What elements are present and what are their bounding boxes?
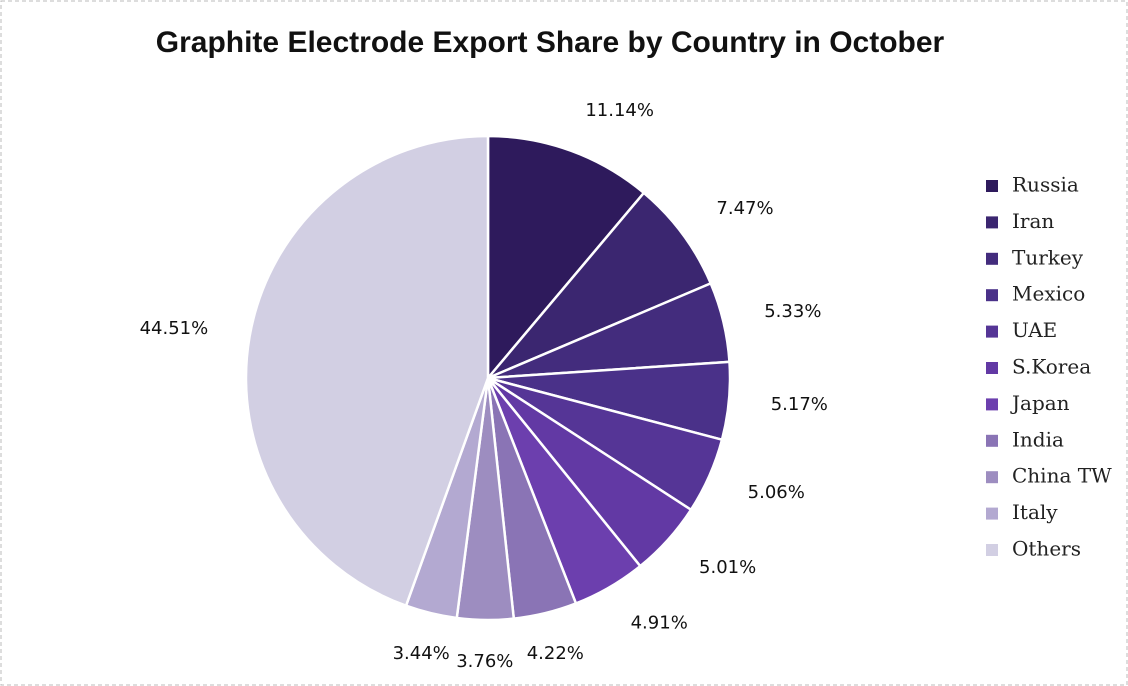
legend-swatch [986,325,998,338]
legend-label: UAE [1012,318,1057,342]
legend-swatch [986,544,998,556]
legend-label: Japan [1010,391,1070,415]
data-label: 3.76% [456,651,513,672]
data-label: 4.22% [527,643,584,664]
chart-title: Graphite Electrode Export Share by Count… [156,26,945,59]
legend-swatch [986,252,998,265]
legend-label: S.Korea [1012,355,1091,379]
data-label: 5.33% [764,301,821,322]
legend-swatch [986,434,998,447]
legend-label: Italy [1012,500,1058,524]
legend-swatch [986,289,998,302]
legend-label: China TW [1012,464,1112,488]
pie-slice [486,134,646,382]
data-label: 44.51% [140,318,209,339]
legend-swatch [986,180,998,192]
legend-label: Mexico [1012,282,1085,306]
legend-label: Russia [1012,173,1079,197]
pie-slice [244,134,490,608]
legend-swatch [986,362,998,374]
data-label: 3.44% [393,643,450,664]
data-label: 11.14% [585,100,654,121]
legend-swatch [986,471,998,484]
data-label: 7.47% [716,198,773,219]
legend-label: Turkey [1012,245,1084,269]
legend-swatch [986,507,998,520]
legend-label: India [1012,427,1064,451]
data-label: 5.01% [699,557,756,578]
legend-label: Iran [1012,209,1054,233]
data-label: 4.91% [631,613,688,634]
pie-slice [487,191,713,380]
legend-label: Others [1012,537,1081,561]
data-label: 5.17% [771,394,828,415]
legend-swatch [986,216,998,229]
legend-swatch [986,398,998,411]
data-label: 5.06% [748,482,805,503]
